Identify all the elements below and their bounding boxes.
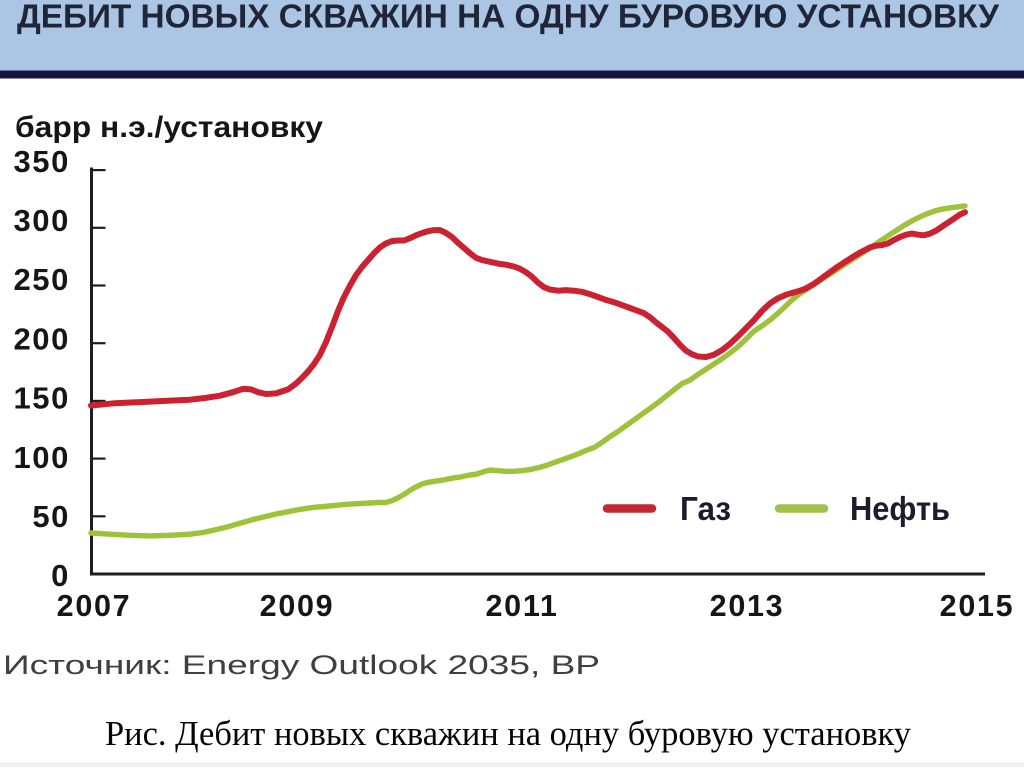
svg-text:350: 350 xyxy=(13,144,70,179)
svg-text:150: 150 xyxy=(13,381,70,416)
svg-text:2015: 2015 xyxy=(940,589,1015,623)
svg-text:2009: 2009 xyxy=(260,589,335,623)
svg-text:Нефть: Нефть xyxy=(850,490,950,527)
svg-text:2007: 2007 xyxy=(57,589,132,623)
svg-text:Газ: Газ xyxy=(680,490,731,527)
svg-text:барр н.э./установку: барр н.э./установку xyxy=(15,111,323,144)
svg-text:2011: 2011 xyxy=(486,589,559,623)
svg-text:250: 250 xyxy=(13,262,70,297)
svg-text:300: 300 xyxy=(13,203,70,238)
svg-text:Рис. Дебит новых скважин на од: Рис. Дебит новых скважин на одну буровую… xyxy=(105,714,911,753)
svg-text:50: 50 xyxy=(32,499,70,534)
svg-text:ДЕБИТ НОВЫХ СКВАЖИН НА ОДНУ БУ: ДЕБИТ НОВЫХ СКВАЖИН НА ОДНУ БУРОВУЮ УСТА… xyxy=(17,0,999,35)
svg-text:200: 200 xyxy=(13,321,70,356)
svg-text:Источник: Energy Outlook 2035,: Источник: Energy Outlook 2035, BP xyxy=(3,650,600,680)
svg-text:100: 100 xyxy=(13,440,70,475)
svg-text:0: 0 xyxy=(51,558,70,593)
svg-text:2013: 2013 xyxy=(710,589,785,623)
